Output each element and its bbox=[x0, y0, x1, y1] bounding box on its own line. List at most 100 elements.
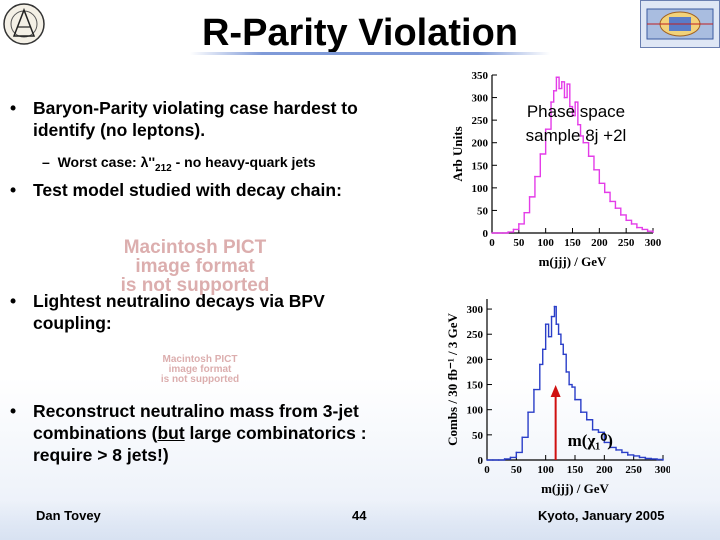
data-point bbox=[593, 169, 595, 171]
data-point bbox=[574, 101, 576, 103]
data-point bbox=[544, 128, 547, 130]
data-point bbox=[557, 333, 560, 336]
data-series-line bbox=[492, 76, 654, 234]
data-point bbox=[534, 175, 536, 178]
x-tick-label: 250 bbox=[618, 237, 635, 249]
bullet-text: Reconstruct neutralino mass from 3-jet c… bbox=[33, 401, 367, 465]
data-point bbox=[539, 153, 542, 155]
bottom-band bbox=[0, 500, 720, 540]
data-point bbox=[539, 363, 541, 366]
data-point bbox=[574, 398, 576, 401]
y-tick-label: 300 bbox=[472, 93, 489, 105]
data-point bbox=[523, 211, 525, 214]
data-point bbox=[563, 96, 566, 99]
x-tick-label: 150 bbox=[567, 464, 584, 476]
neutralino-mass-chart: 0 50 100 150 200 250 300 0 50 100 150 200 250 300 m(jj… bbox=[445, 299, 670, 496]
data-point bbox=[555, 323, 558, 325]
y-tick-label: 0 bbox=[483, 228, 489, 240]
data-point bbox=[509, 456, 512, 459]
pict-line: image format bbox=[135, 256, 255, 277]
data-point bbox=[625, 219, 627, 222]
pict-line: image format bbox=[168, 364, 232, 375]
y-tick-label: 300 bbox=[467, 304, 484, 316]
bullet-marker: • bbox=[10, 291, 17, 311]
x-tick-label: 300 bbox=[645, 237, 662, 249]
data-point bbox=[603, 441, 606, 444]
data-point bbox=[571, 114, 574, 117]
x-tick-label: 150 bbox=[564, 237, 581, 249]
data-point bbox=[585, 418, 588, 421]
data-point bbox=[632, 455, 635, 457]
pict-placeholder-1: Macintosh PICT image format is not suppo… bbox=[70, 238, 320, 295]
y-tick-label: 50 bbox=[477, 205, 489, 217]
x-axis-label: m(jjj) / GeV bbox=[539, 254, 607, 269]
y-tick-label: 200 bbox=[472, 138, 489, 150]
data-point bbox=[518, 223, 520, 225]
mass-arrow-head bbox=[550, 385, 561, 397]
data-point bbox=[565, 371, 567, 373]
data-point bbox=[591, 429, 594, 431]
bullet-text: Test model studied with decay chain: bbox=[33, 180, 342, 200]
footer-author: Dan Tovey bbox=[36, 508, 101, 523]
x-tick-label: 300 bbox=[655, 464, 670, 476]
data-point bbox=[627, 454, 629, 456]
y-tick-label: 0 bbox=[478, 455, 484, 467]
detector-logo bbox=[640, 0, 720, 48]
data-point bbox=[550, 315, 553, 318]
data-point bbox=[515, 451, 518, 454]
data-point bbox=[568, 383, 570, 386]
phase-space-chart: 0 50 100 150 200 250 300 350 0 50 100 150 200 250 300 m… bbox=[450, 70, 662, 269]
y-tick-label: 100 bbox=[467, 405, 484, 417]
data-point bbox=[636, 226, 638, 229]
y-tick-label: 100 bbox=[472, 183, 489, 195]
sub-bullet: – Worst case: λ''212 - no heavy-quark je… bbox=[42, 154, 316, 174]
data-point bbox=[598, 182, 601, 185]
atlas-logo bbox=[2, 2, 46, 46]
data-point bbox=[555, 76, 558, 79]
footer-page-number: 44 bbox=[352, 508, 367, 523]
footer-venue: Kyoto, January 2005 bbox=[538, 508, 665, 523]
data-point bbox=[603, 191, 606, 194]
sub-bullet-prefix: Worst case: bbox=[57, 154, 141, 170]
data-point bbox=[550, 101, 552, 103]
data-point bbox=[662, 459, 664, 461]
bullet-text: Baryon-Parity violating case hardest to … bbox=[33, 98, 358, 140]
data-point bbox=[492, 459, 494, 461]
data-point bbox=[507, 231, 509, 233]
x-tick-label: 200 bbox=[596, 464, 613, 476]
x-tick-label: 0 bbox=[484, 464, 490, 476]
data-point bbox=[512, 228, 515, 231]
data-point bbox=[652, 231, 654, 233]
pict-line: Macintosh PICT bbox=[162, 354, 238, 365]
x-tick-label: 50 bbox=[511, 464, 522, 476]
data-point bbox=[582, 141, 585, 144]
x-axis-label: m(jjj) / GeV bbox=[541, 481, 609, 496]
data-point bbox=[496, 232, 499, 234]
pict-placeholder-2: Macintosh PICT image format is not suppo… bbox=[140, 355, 260, 385]
x-tick-label: 0 bbox=[489, 237, 495, 249]
data-point bbox=[621, 451, 623, 454]
x-tick-label: 100 bbox=[537, 464, 554, 476]
underlined-word: but bbox=[157, 423, 185, 443]
bullet-marker: • bbox=[10, 401, 17, 421]
y-tick-label: 250 bbox=[472, 115, 489, 127]
bullet-marker: • bbox=[10, 180, 17, 200]
data-point bbox=[544, 323, 547, 325]
data-point bbox=[503, 458, 506, 460]
data-point bbox=[560, 343, 562, 346]
data-point bbox=[547, 335, 550, 338]
data-point bbox=[553, 305, 556, 308]
slide-title: R-Parity Violation bbox=[201, 12, 519, 54]
data-point bbox=[614, 207, 617, 209]
data-point bbox=[646, 230, 649, 232]
data-point bbox=[501, 232, 504, 234]
data-point bbox=[552, 90, 555, 92]
data-point bbox=[521, 436, 523, 439]
data-point bbox=[486, 459, 488, 461]
y-tick-label: 150 bbox=[472, 160, 489, 172]
data-point bbox=[566, 83, 568, 85]
x-tick-label: 100 bbox=[537, 237, 554, 249]
data-point bbox=[560, 80, 563, 83]
data-point bbox=[580, 411, 582, 414]
